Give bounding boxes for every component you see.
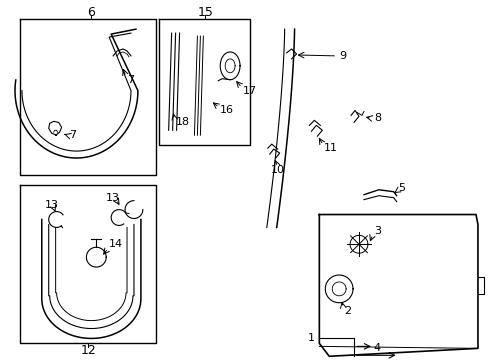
- Text: 9: 9: [339, 51, 346, 61]
- Text: 13: 13: [44, 199, 59, 210]
- Text: 12: 12: [81, 344, 96, 357]
- Text: 1: 1: [307, 333, 314, 343]
- Text: 7: 7: [127, 75, 134, 85]
- Text: 10: 10: [270, 165, 284, 175]
- Text: 11: 11: [324, 143, 338, 153]
- Text: 7: 7: [69, 130, 77, 140]
- Text: 2: 2: [344, 306, 350, 316]
- Text: 6: 6: [87, 6, 95, 19]
- Text: 3: 3: [373, 226, 380, 237]
- Text: 8: 8: [373, 113, 380, 123]
- Text: 4: 4: [372, 343, 380, 354]
- Text: 13: 13: [106, 193, 120, 203]
- Text: 16: 16: [220, 105, 234, 116]
- Text: 17: 17: [243, 86, 257, 96]
- Text: 15: 15: [197, 6, 213, 19]
- Text: 5: 5: [398, 183, 405, 193]
- Text: 18: 18: [175, 117, 189, 127]
- Text: 14: 14: [109, 239, 123, 249]
